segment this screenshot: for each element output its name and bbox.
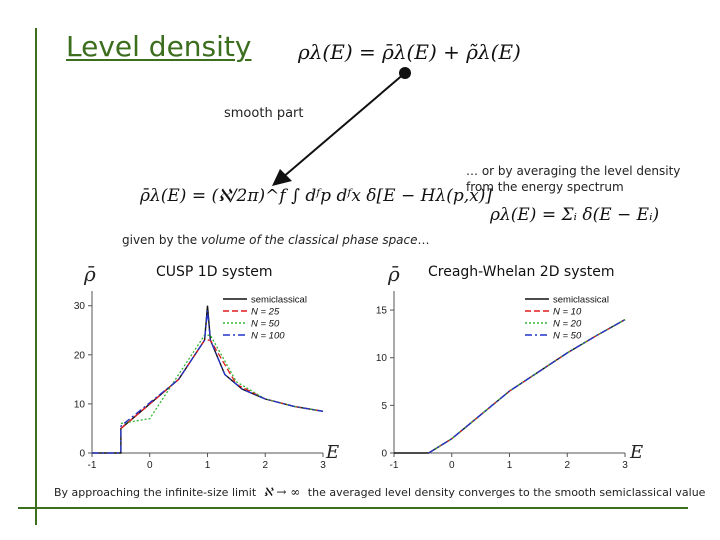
series-line-2 [120,334,324,425]
x-tick-label: 3 [622,460,628,471]
footer-post: the averaged level density converges to … [307,486,706,499]
y-tick-label: 15 [376,306,388,317]
legend-label-0: semiclassical [251,295,307,306]
y-tick-label: 10 [74,399,86,410]
y-tick-label: 30 [74,301,86,312]
bottom-accent-rule [18,507,688,509]
chart2-title: Creagh-Whelan 2D system [428,264,615,280]
legend-label-1: N = 10 [553,307,582,318]
equation-main: ρλ(E) = ρ̄λ(E) + ρ̃λ(E) [298,40,521,64]
averaging-note-line1: … or by averaging the level density [466,164,681,178]
series-line-3 [428,319,626,454]
footer-math: ℵ → ∞ [263,485,301,499]
legend-label-3: N = 50 [553,331,582,342]
slide-title: Level density [66,30,252,63]
footer-pre: By approaching the infinite-size limit [54,486,257,499]
equation-sum: ρλ(E) = Σᵢ δ(E − Eᵢ) [490,205,659,225]
legend-label-2: N = 50 [251,319,280,330]
footer-note: By approaching the infinite-size limit ℵ… [54,485,705,499]
smooth-part-label: smooth part [224,106,304,121]
series-line-1 [120,339,324,429]
x-tick-label: -1 [390,460,399,471]
arrow-line [281,72,406,179]
arrow-graphic [272,67,411,186]
averaging-note-line2: from the energy spectrum [466,180,624,194]
equation-weyl-text: ρ̄λ(E) = (ℵ/2π)^f ∫ dᶠp dᶠx δ[E − Hλ(p,x… [140,186,493,206]
volume-note-pre: given by the [122,233,201,247]
chart2-ylabel: ρ̄ [388,262,400,286]
equation-sum-text: ρλ(E) = Σᵢ δ(E − Eᵢ) [490,205,660,225]
y-tick-label: 10 [376,353,388,364]
x-tick-label: 2 [564,460,570,471]
y-tick-label: 0 [381,449,387,460]
legend-label-3: N = 100 [251,331,285,342]
y-tick-label: 0 [79,449,85,460]
series-line-0 [92,305,324,454]
volume-note: given by the volume of the classical pha… [122,233,430,247]
chart1-title: CUSP 1D system [156,264,273,280]
legend-label-2: N = 20 [553,319,582,330]
equation-weyl: ρ̄λ(E) = (ℵ/2π)^f ∫ dᶠp dᶠx δ[E − Hλ(p,x… [140,186,492,206]
left-accent-rule [35,28,37,525]
series-line-3 [92,310,324,454]
x-tick-label: 0 [147,460,153,471]
x-tick-label: 2 [262,460,268,471]
chart1-xlabel: E [326,442,340,463]
chart2-xlabel: E [630,442,644,463]
x-tick-label: 0 [449,460,455,471]
equation-main-text: ρλ(E) = ρ̄λ(E) + ρ̃λ(E) [298,40,521,64]
arrow-head [272,169,292,186]
volume-note-post: … [417,233,430,247]
y-tick-label: 20 [74,350,86,361]
x-tick-label: 3 [320,460,326,471]
legend-label-0: semiclassical [553,295,609,306]
y-tick-label: 5 [381,401,387,412]
x-tick-label: 1 [205,460,211,471]
x-tick-label: -1 [88,460,97,471]
chart1-ylabel: ρ̄ [84,262,96,286]
x-tick-label: 1 [507,460,513,471]
volume-note-emphasis: volume of the classical phase space [200,233,418,247]
legend-label-1: N = 25 [251,307,280,318]
